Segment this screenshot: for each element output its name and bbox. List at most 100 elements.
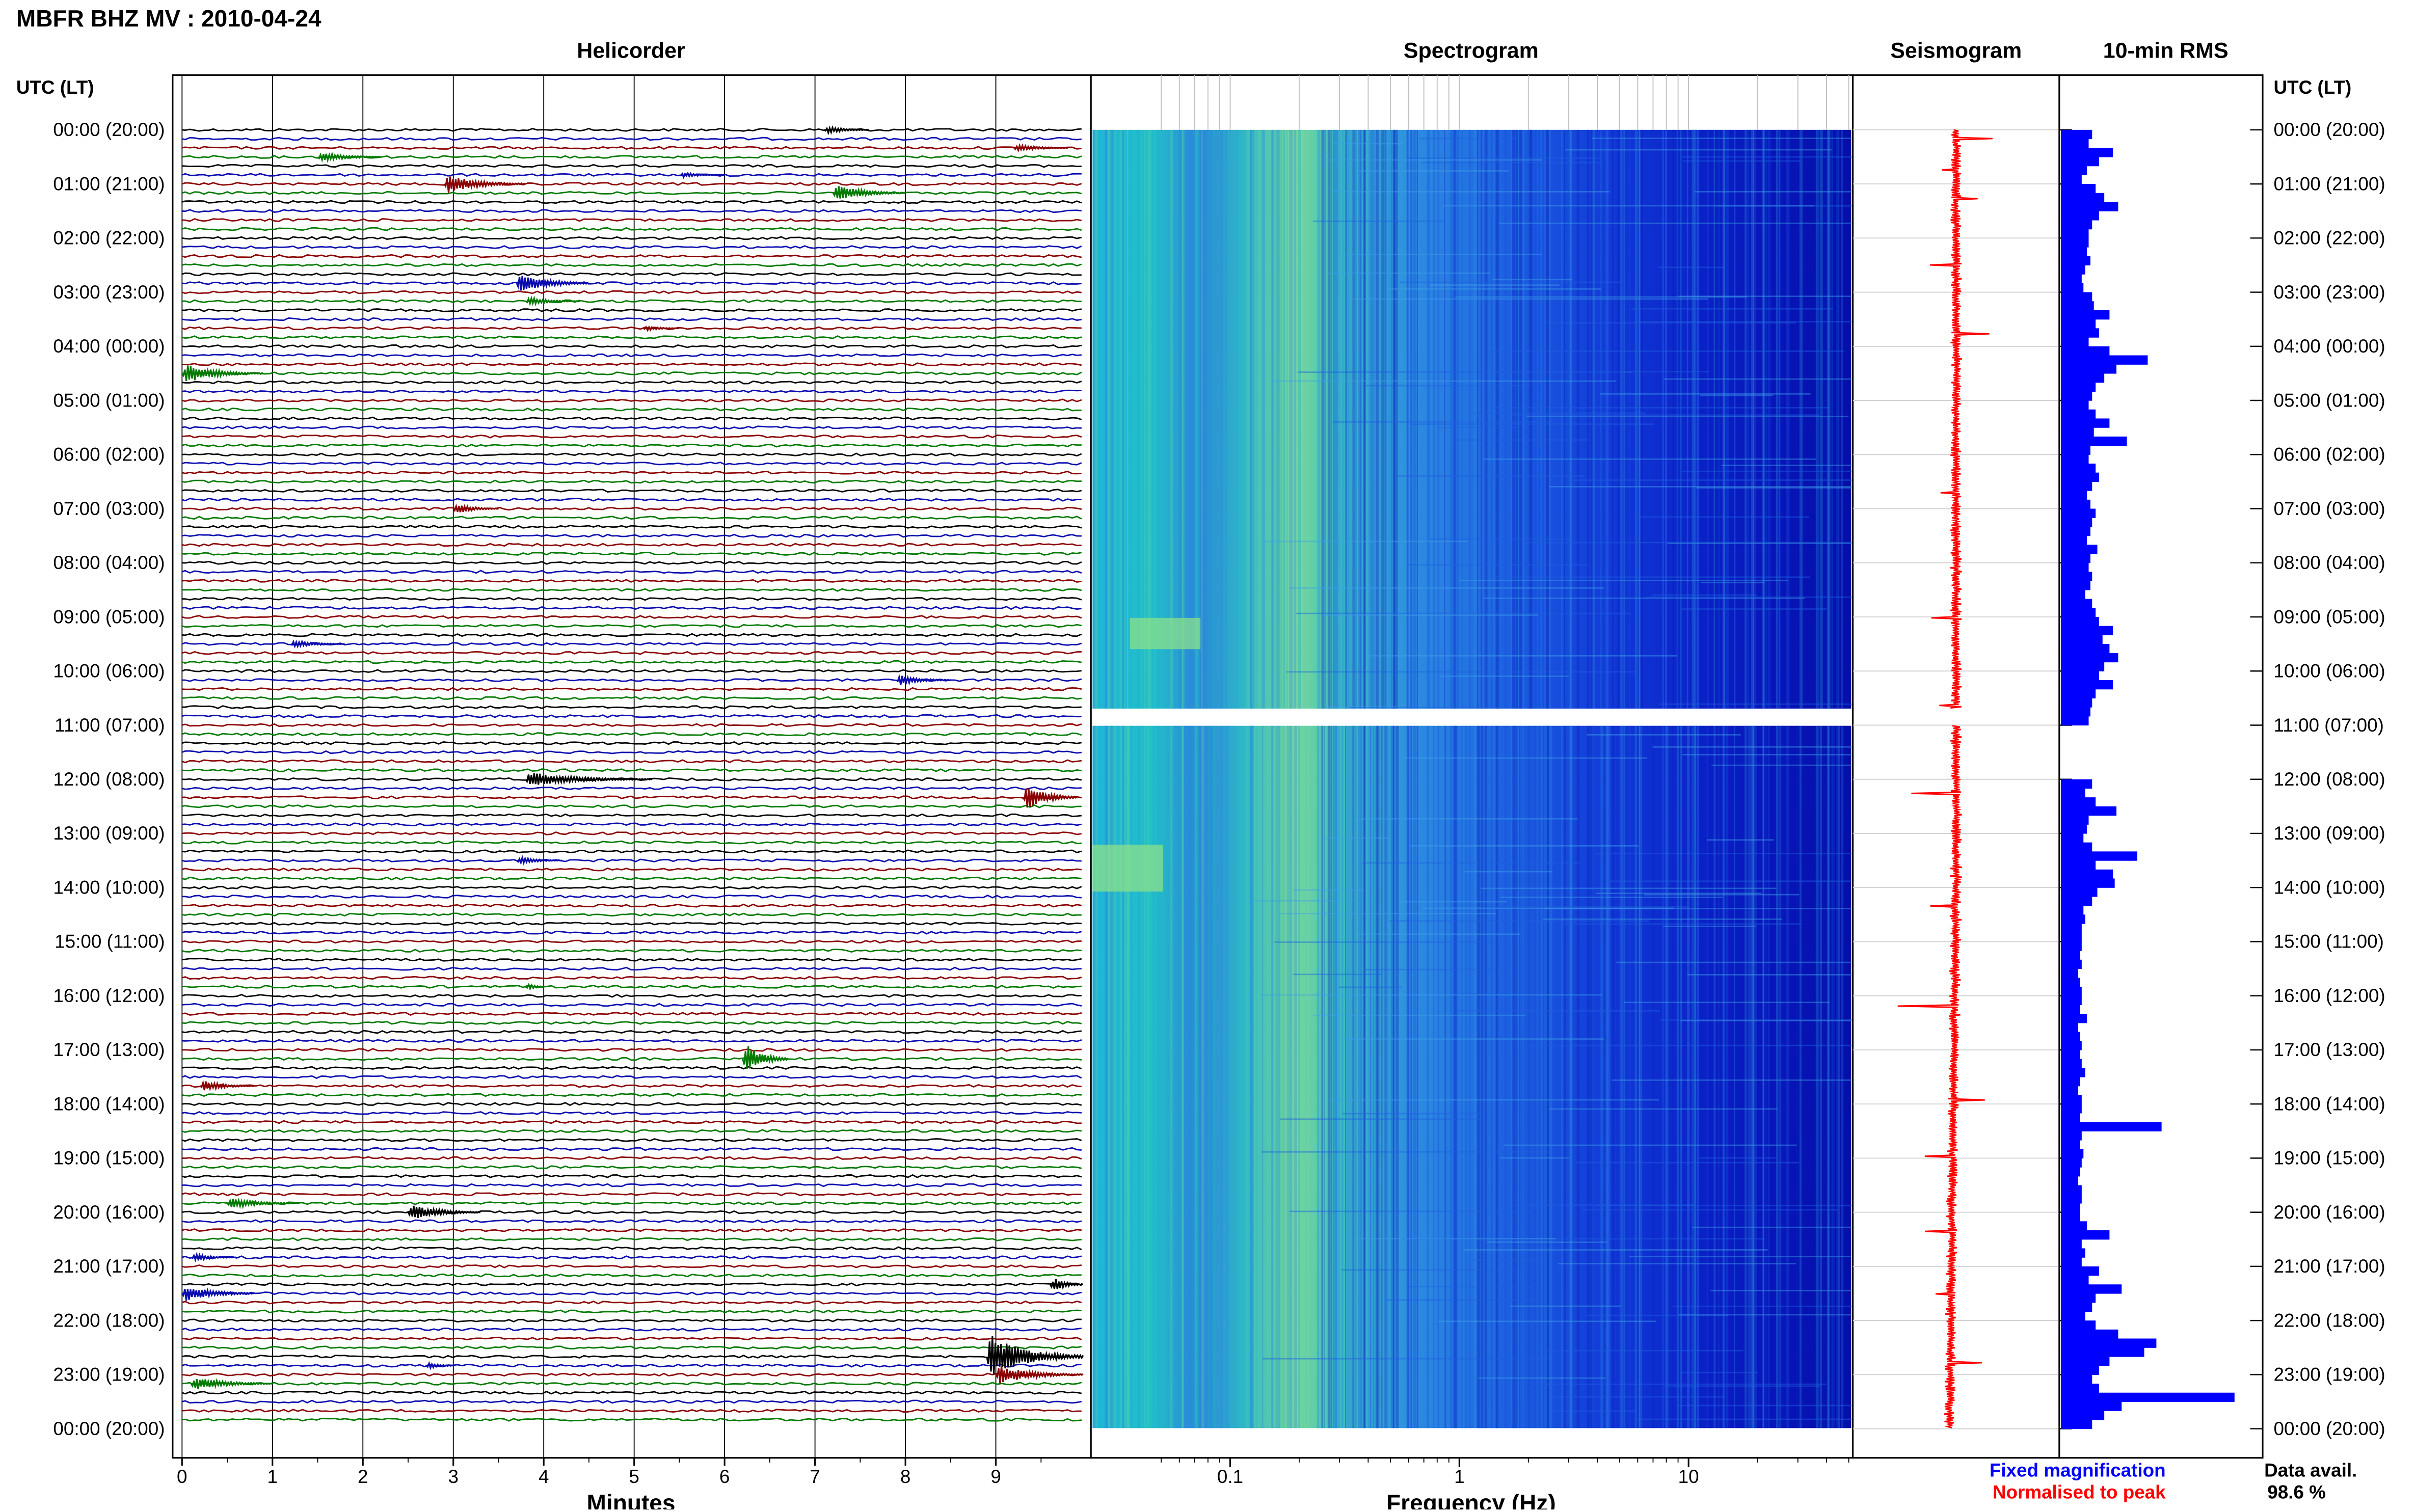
- data-availability-label: Data avail.: [2264, 1460, 2357, 1481]
- helicorder-trace: [182, 1120, 1082, 1124]
- spectrogram-band: [1499, 222, 1868, 224]
- spectrogram-streak: [1755, 129, 1757, 709]
- helicorder-trace: [182, 164, 1082, 168]
- spectrogram-streak: [1178, 129, 1182, 709]
- spectrogram-streak: [1182, 725, 1184, 1428]
- rms-bar: [2060, 959, 2082, 969]
- spectrogram-streak: [1431, 129, 1433, 709]
- helicorder-trace: [181, 470, 1082, 475]
- spectrogram-streak: [1786, 129, 1790, 709]
- spectrogram-streak: [1363, 129, 1366, 709]
- spectrogram-streak: [1104, 725, 1108, 1428]
- spectrogram-streak: [1226, 129, 1229, 709]
- helicorder-event: [190, 1378, 273, 1390]
- spectrogram-band: [1440, 676, 1569, 677]
- time-label-right: 11:00 (07:00): [2274, 715, 2384, 736]
- rms-bar: [2060, 797, 2096, 807]
- helicorder-trace: [182, 822, 1082, 827]
- helicorder-trace: [181, 714, 1082, 718]
- spectrogram-streak: [1617, 129, 1620, 709]
- rms-bar: [2060, 581, 2090, 590]
- spectrogram-streak: [1491, 129, 1493, 709]
- spectrogram-streak: [1545, 725, 1549, 1428]
- spectrogram-streak: [1283, 725, 1284, 1428]
- spectrogram-streak: [1124, 725, 1126, 1428]
- minute-tick-label: 9: [990, 1466, 1001, 1487]
- spectrogram-band: [1341, 254, 1542, 255]
- helicorder-event: [896, 674, 951, 686]
- spectrogram-band: [1478, 1377, 1606, 1379]
- spectrogram-band: [1464, 871, 1553, 873]
- helicorder-trace: [182, 985, 1082, 989]
- spectrogram-streak: [1713, 129, 1715, 709]
- spectrogram-band: [1389, 920, 1649, 922]
- helicorder-trace: [182, 1084, 1082, 1088]
- spectrogram-streak: [1484, 725, 1487, 1428]
- helicorder-trace: [181, 876, 1082, 881]
- time-label-left: 18:00 (14:00): [53, 1093, 165, 1114]
- spectrogram-streak: [1493, 725, 1495, 1428]
- spectrogram-band: [1526, 542, 1857, 544]
- spectrogram-streak: [1350, 725, 1353, 1428]
- minute-tick-label: 8: [900, 1466, 910, 1487]
- spectrogram-band: [1636, 1418, 1906, 1420]
- spectrogram-streak: [1817, 725, 1821, 1428]
- helicorder-trace: [182, 317, 1082, 321]
- rms-bar: [2060, 887, 2098, 897]
- rms-bar: [2060, 680, 2113, 690]
- spectrogram-streak: [1373, 129, 1375, 709]
- rms-bar: [2060, 860, 2096, 870]
- helicorder-event: [443, 176, 526, 193]
- helicorder-trace: [182, 506, 1082, 511]
- rms-bar: [2060, 951, 2080, 960]
- spectrogram-streak: [1680, 129, 1681, 709]
- spectrogram-streak: [1094, 129, 1096, 709]
- spectrogram-streak: [1363, 129, 1365, 709]
- rms-bar: [2060, 1122, 2162, 1131]
- helicorder-trace: [182, 588, 1082, 592]
- spectrogram-streak: [1676, 725, 1679, 1428]
- spectrogram-band: [1659, 703, 1904, 705]
- spectrogram-streak: [1143, 725, 1145, 1428]
- rms-bar: [2060, 1005, 2080, 1014]
- spectrogram-band: [1278, 912, 1496, 914]
- spectrogram-streak: [1413, 725, 1416, 1428]
- spectrogram-streak: [1226, 725, 1229, 1428]
- spectrogram-streak: [1373, 129, 1375, 709]
- spectrogram-streak: [1368, 129, 1371, 709]
- time-label-left: 17:00 (13:00): [53, 1039, 165, 1060]
- helicorder-event: [516, 854, 562, 866]
- spectrogram-streak: [1463, 129, 1466, 709]
- helicorder-event: [995, 1366, 1084, 1384]
- spectrogram-streak: [1121, 129, 1125, 709]
- spectrogram-band: [1596, 893, 1762, 895]
- time-label-left: 07:00 (03:00): [53, 498, 165, 519]
- spectrogram-streak: [1544, 129, 1546, 709]
- spectrogram-streak: [1346, 129, 1349, 709]
- spectrogram-streak: [1666, 129, 1667, 709]
- spectrogram-streak: [1827, 129, 1830, 709]
- rms-bar: [2060, 175, 2082, 184]
- spectrogram-streak: [1778, 129, 1781, 709]
- spectrogram-streak: [1303, 725, 1305, 1428]
- spectrogram-streak: [1519, 725, 1520, 1428]
- spectrogram-streak: [1393, 725, 1397, 1428]
- spectrogram-streak: [1235, 129, 1239, 709]
- spectrogram-streak: [1726, 129, 1729, 709]
- spectrogram-band: [1587, 734, 1741, 736]
- spectrogram-streak: [1182, 129, 1184, 709]
- rms-bar: [2060, 1338, 2157, 1348]
- spectrogram-streak: [1272, 725, 1274, 1428]
- helicorder-event: [525, 982, 544, 991]
- spectrogram-streak: [1262, 725, 1264, 1428]
- spectrogram-streak: [1319, 129, 1322, 709]
- spectrogram-streak: [1497, 129, 1499, 709]
- spectrogram-band: [1534, 1383, 1827, 1385]
- spectrogram-band: [1341, 1038, 1604, 1040]
- spectrogram-band: [1407, 157, 1600, 159]
- spectrogram-streak: [1537, 725, 1538, 1428]
- spectrogram-streak: [1195, 129, 1199, 709]
- spectrogram-streak: [1786, 725, 1789, 1428]
- spectrogram-streak: [1108, 129, 1111, 709]
- helicorder-trace: [181, 263, 1082, 267]
